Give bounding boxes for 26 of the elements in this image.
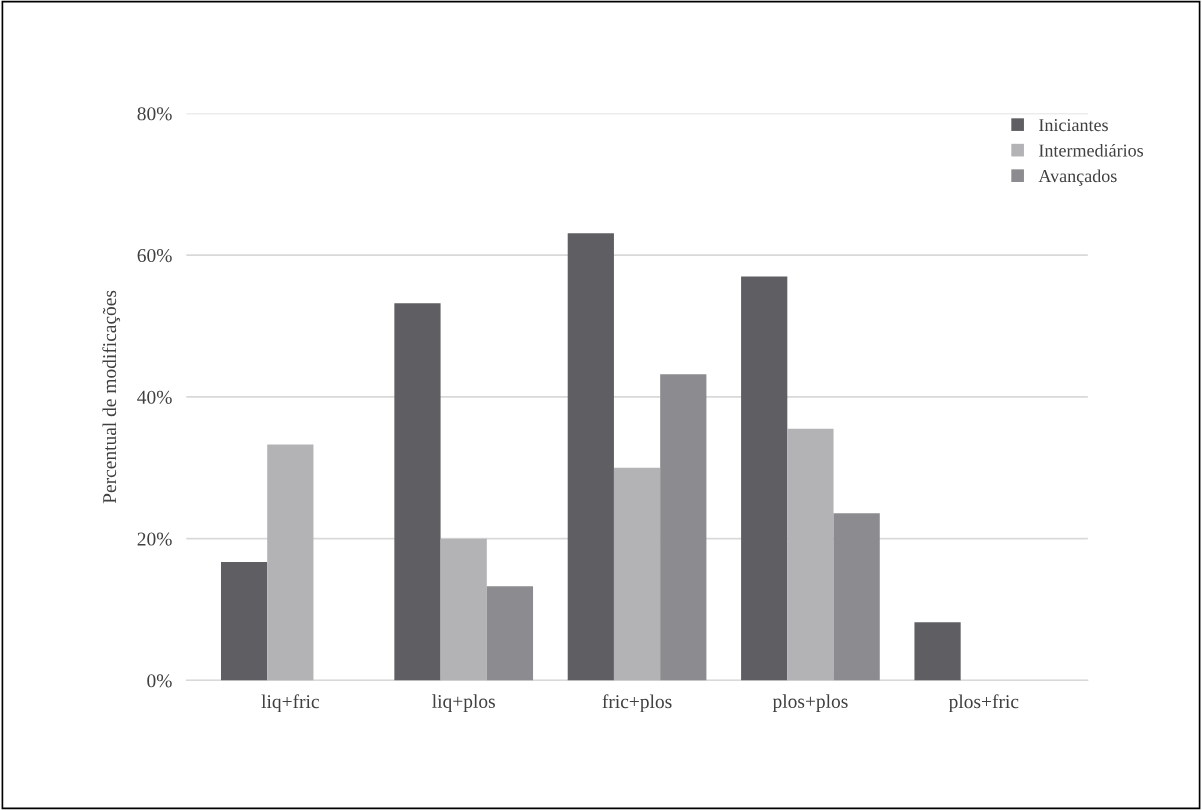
bar — [220, 562, 268, 681]
legend-label: Intermediários — [1039, 143, 1144, 157]
bar — [486, 586, 534, 681]
x-tick-label: fric+plos — [602, 694, 672, 713]
y-tick-label: 20% — [137, 532, 172, 546]
bar — [394, 303, 441, 681]
legend-label: Avançados — [1038, 169, 1117, 186]
legend-label: Iniciantes — [1039, 118, 1108, 132]
x-tick-label: liq+plos — [432, 694, 495, 712]
bar — [833, 513, 880, 681]
bar — [914, 622, 961, 681]
x-tick-label: plos+fric — [948, 694, 1019, 713]
bar — [567, 233, 614, 681]
y-tick-label: 60% — [137, 248, 172, 263]
y-tick-label: 40% — [137, 390, 172, 404]
bar — [613, 467, 661, 681]
bar — [741, 276, 788, 681]
y-tick-label: 80% — [137, 107, 172, 121]
y-axis-title: Percentual de modificações — [102, 290, 121, 504]
bar — [440, 538, 487, 681]
bar — [787, 428, 834, 681]
y-tick-label: 0% — [147, 674, 172, 688]
bar — [267, 444, 314, 681]
x-tick-label: plos+plos — [772, 694, 848, 712]
x-tick-label: liq+fric — [261, 694, 319, 713]
bar — [660, 374, 707, 681]
